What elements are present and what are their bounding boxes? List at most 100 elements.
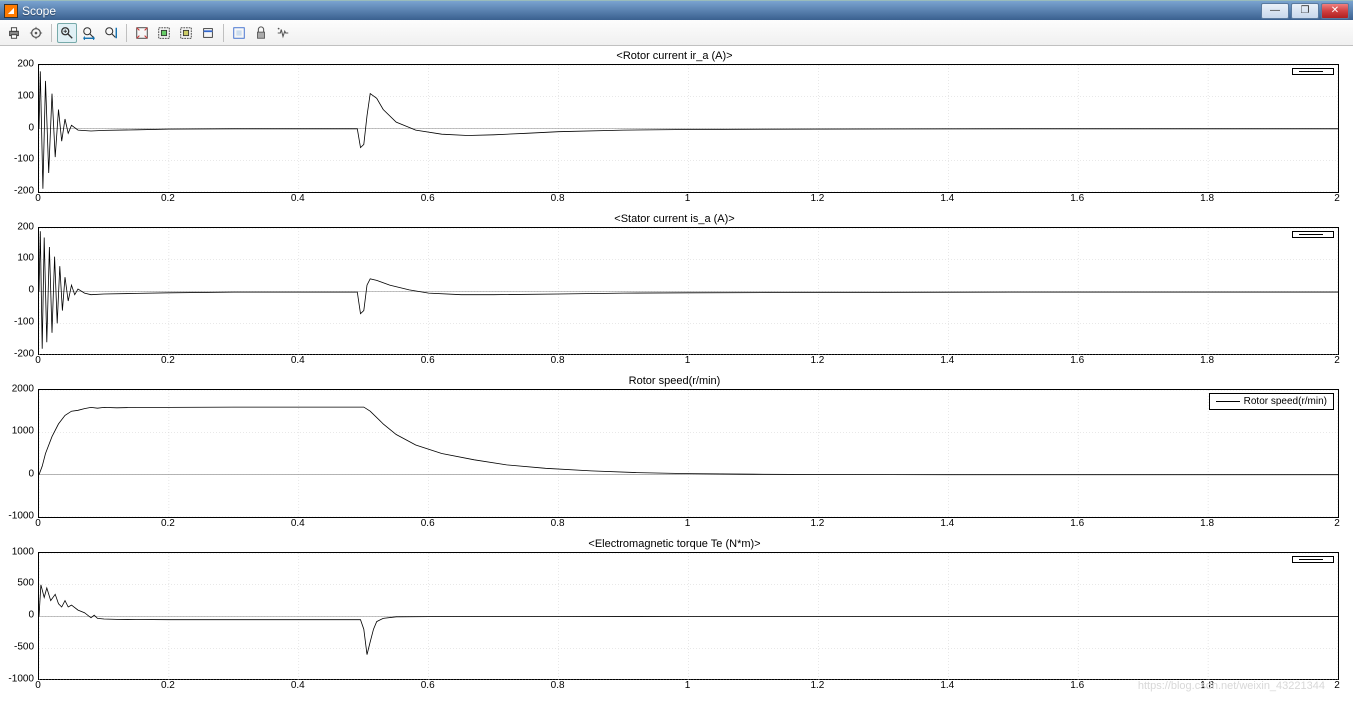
autoscale-icon[interactable] [132,23,152,43]
y-tick-label: -1000 [4,511,34,522]
toolbar-separator [126,24,127,42]
x-tick-label: 1.6 [1070,518,1084,529]
x-tick-label: 1 [685,518,691,529]
y-tick-label: -1000 [4,673,34,684]
x-tick-label: 0.4 [291,680,305,691]
x-tick-label: 1.8 [1200,193,1214,204]
maximize-button[interactable]: ❐ [1291,3,1319,19]
x-tick-label: 1.6 [1070,193,1084,204]
y-tick-label: 200 [4,59,34,70]
x-tick-label: 1.8 [1200,680,1214,691]
x-tick-label: 1.2 [810,518,824,529]
legend-label: Rotor speed(r/min) [1244,396,1327,407]
close-button[interactable]: ✕ [1321,3,1349,19]
print-icon[interactable] [4,23,24,43]
restore-axes-icon[interactable] [176,23,196,43]
subplot-3: <Electromagnetic torque Te (N*m)> -1000 -5… [4,538,1345,695]
y-axis: -200-1000100200 [4,64,38,193]
x-tick-label: 1.6 [1070,680,1084,691]
zoom-icon[interactable] [57,23,77,43]
minimize-button[interactable]: — [1261,3,1289,19]
toolbar-separator [51,24,52,42]
y-tick-label: -100 [4,316,34,327]
x-tick-label: 1.2 [810,193,824,204]
y-axis: -1000-50005001000 [4,552,38,681]
plot-canvas[interactable] [38,552,1339,681]
x-tick-label: 0.4 [291,355,305,366]
x-tick-label: 1.8 [1200,518,1214,529]
x-tick-label: 0.8 [551,680,565,691]
subplot-title: <Stator current is_a (A)> [4,213,1345,227]
x-axis: 00.20.40.60.811.21.41.61.82 [38,193,1339,207]
x-axis: 00.20.40.60.811.21.41.61.82 [38,355,1339,369]
x-tick-label: 0.8 [551,193,565,204]
x-tick-label: 1 [685,355,691,366]
subplot-0: <Rotor current ir_a (A)>-200-10001002000… [4,50,1345,207]
y-tick-label: -500 [4,641,34,652]
x-tick-label: 1.8 [1200,355,1214,366]
y-tick-label: -100 [4,154,34,165]
x-tick-label: 1.2 [810,680,824,691]
window-controls: — ❐ ✕ [1261,3,1349,19]
highlight-icon[interactable] [229,23,249,43]
subplot-2: Rotor speed(r/min) Rotor speed(r/min) -100… [4,375,1345,532]
x-tick-label: 1 [685,680,691,691]
y-axis: -200-1000100200 [4,227,38,356]
y-tick-label: 0 [4,468,34,479]
x-tick-label: 0.6 [421,355,435,366]
y-tick-label: 1000 [4,546,34,557]
plot-canvas[interactable]: Rotor speed(r/min) [38,389,1339,518]
y-tick-label: 0 [4,610,34,621]
y-tick-label: 100 [4,253,34,264]
lock-icon[interactable] [251,23,271,43]
x-tick-label: 0.2 [161,355,175,366]
y-tick-label: 0 [4,122,34,133]
plot-canvas[interactable] [38,227,1339,356]
subplot-1: <Stator current is_a (A)> -200 -100 0 100 200… [4,213,1345,370]
y-tick-label: -200 [4,186,34,197]
subplot-title: <Rotor current ir_a (A)> [4,50,1345,64]
toolbar-separator [223,24,224,42]
plot-canvas[interactable] [38,64,1339,193]
x-tick-label: 0 [35,193,41,204]
x-tick-label: 1 [685,193,691,204]
float-icon[interactable] [198,23,218,43]
x-tick-label: 0 [35,355,41,366]
y-tick-label: 200 [4,221,34,232]
plot-area: <Rotor current ir_a (A)>-200-10001002000… [0,46,1353,704]
app-icon: ◢ [4,4,18,18]
x-tick-label: 1.2 [810,355,824,366]
x-tick-label: 0.6 [421,193,435,204]
x-tick-label: 0.6 [421,680,435,691]
y-tick-label: -200 [4,348,34,359]
y-axis: -1000010002000 [4,389,38,518]
x-tick-label: 0.2 [161,680,175,691]
x-tick-label: 2 [1334,680,1340,691]
legend [1292,556,1334,563]
x-tick-label: 1.6 [1070,355,1084,366]
subplot-title: <Electromagnetic torque Te (N*m)> [4,538,1345,552]
x-tick-label: 1.4 [940,193,954,204]
x-tick-label: 0 [35,680,41,691]
x-tick-label: 1.4 [940,680,954,691]
titlebar: ◢ Scope — ❐ ✕ [0,0,1353,20]
save-axes-icon[interactable] [154,23,174,43]
x-axis: 00.20.40.60.811.21.41.61.82 [38,518,1339,532]
zoom-y-icon[interactable] [101,23,121,43]
params-icon[interactable] [26,23,46,43]
legend [1292,68,1334,75]
y-tick-label: 1000 [4,426,34,437]
y-tick-label: 500 [4,578,34,589]
x-axis: 0 0.2 0.4 0.6 0.8 1 1.2 1.4 1.6 1.8 2 [38,680,1339,694]
x-tick-label: 0.2 [161,518,175,529]
x-tick-label: 2 [1334,193,1340,204]
subplot-title: Rotor speed(r/min) [4,375,1345,389]
signal-icon[interactable] [273,23,293,43]
x-tick-label: 2 [1334,518,1340,529]
zoom-x-icon[interactable] [79,23,99,43]
window-title: Scope [22,4,1261,18]
x-tick-label: 1.4 [940,355,954,366]
legend: Rotor speed(r/min) [1209,393,1334,410]
x-tick-label: 2 [1334,355,1340,366]
legend [1292,231,1334,238]
